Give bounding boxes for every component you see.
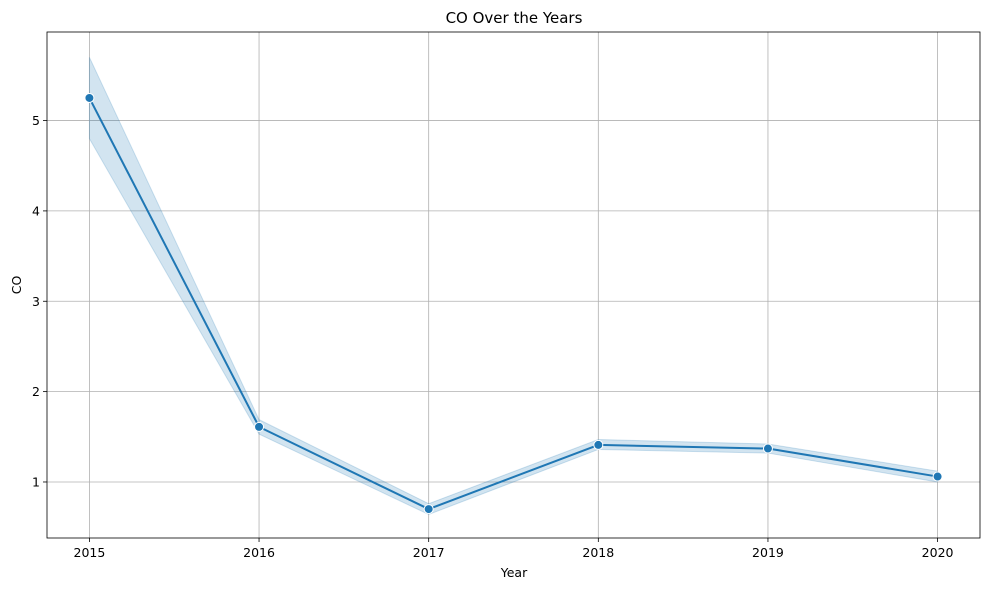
data-point [254, 421, 265, 432]
y-tick-label: 3 [32, 294, 40, 309]
y-tick-label: 5 [32, 113, 40, 128]
plot-frame [46, 31, 981, 539]
data-point [423, 504, 434, 515]
x-tick-label: 2016 [243, 545, 275, 560]
y-tick-label: 2 [32, 384, 40, 399]
x-tick-label: 2017 [413, 545, 445, 560]
x-tick-label: 2020 [922, 545, 954, 560]
data-point [762, 443, 773, 454]
y-axis-title: CO [9, 276, 24, 295]
x-tick-label: 2015 [74, 545, 106, 560]
series-line-layer [88, 96, 939, 511]
x-axis-ticks: 2015 2016 2017 2018 2019 2020 [74, 538, 954, 560]
x-tick-label: 2019 [752, 545, 784, 560]
y-tick-label: 1 [32, 474, 40, 489]
series-line [88, 96, 939, 511]
data-point [84, 92, 95, 103]
confidence-band-layer [88, 57, 939, 516]
data-markers [84, 92, 943, 515]
x-tick-label: 2018 [582, 545, 614, 560]
y-axis-ticks: 1 2 3 4 5 [32, 113, 47, 489]
confidence-band [88, 57, 939, 516]
data-point [932, 471, 943, 482]
x-axis-title: Year [500, 565, 528, 580]
chart-title: CO Over the Years [446, 9, 583, 27]
grid-lines [47, 32, 980, 538]
y-tick-label: 4 [32, 203, 40, 218]
data-point [593, 439, 604, 450]
